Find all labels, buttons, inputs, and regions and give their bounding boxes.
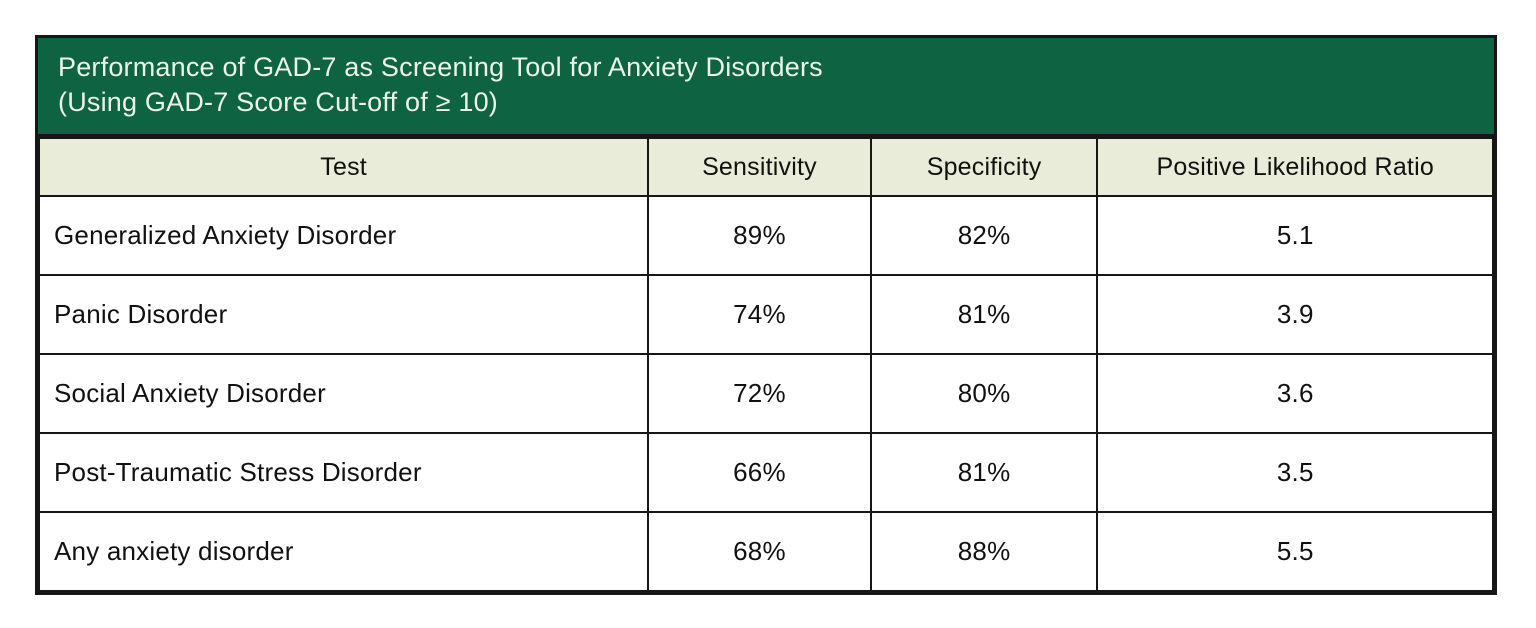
cell-test: Any anxiety disorder (37, 511, 650, 592)
cell-test: Social Anxiety Disorder (37, 353, 650, 434)
cell-positive-likelihood-ratio: 3.5 (1096, 432, 1494, 513)
table-row: Post-Traumatic Stress Disorder 66% 81% 3… (37, 432, 1494, 513)
cell-sensitivity: 66% (647, 432, 872, 513)
cell-specificity: 88% (869, 511, 1099, 592)
table-title: Performance of GAD-7 as Screening Tool f… (58, 52, 823, 82)
table-subtitle: (Using GAD-7 Score Cut-off of ≥ 10) (58, 87, 498, 117)
cell-specificity: 81% (869, 432, 1099, 513)
header-row: Test Sensitivity Specificity Positive Li… (37, 137, 1494, 197)
column-header-test: Test (37, 137, 650, 197)
table-row: Panic Disorder 74% 81% 3.9 (37, 274, 1494, 355)
cell-specificity: 82% (869, 195, 1099, 276)
cell-sensitivity: 68% (647, 511, 872, 592)
table-row: Generalized Anxiety Disorder 89% 82% 5.1 (37, 195, 1494, 276)
gad7-performance-table: Performance of GAD-7 as Screening Tool f… (35, 35, 1497, 595)
cell-positive-likelihood-ratio: 5.5 (1096, 511, 1494, 592)
cell-test: Post-Traumatic Stress Disorder (37, 432, 650, 513)
data-table: Test Sensitivity Specificity Positive Li… (37, 137, 1494, 592)
cell-specificity: 80% (869, 353, 1099, 434)
cell-positive-likelihood-ratio: 5.1 (1096, 195, 1494, 276)
cell-sensitivity: 74% (647, 274, 872, 355)
cell-positive-likelihood-ratio: 3.6 (1096, 353, 1494, 434)
cell-sensitivity: 89% (647, 195, 872, 276)
column-header-specificity: Specificity (869, 137, 1099, 197)
cell-test: Panic Disorder (37, 274, 650, 355)
column-header-positive-likelihood-ratio: Positive Likelihood Ratio (1096, 137, 1494, 197)
cell-sensitivity: 72% (647, 353, 872, 434)
cell-test: Generalized Anxiety Disorder (37, 195, 650, 276)
table-title-bar: Performance of GAD-7 as Screening Tool f… (38, 38, 1494, 137)
cell-positive-likelihood-ratio: 3.9 (1096, 274, 1494, 355)
column-header-sensitivity: Sensitivity (647, 137, 872, 197)
table-row: Any anxiety disorder 68% 88% 5.5 (37, 511, 1494, 592)
cell-specificity: 81% (869, 274, 1099, 355)
table-row: Social Anxiety Disorder 72% 80% 3.6 (37, 353, 1494, 434)
